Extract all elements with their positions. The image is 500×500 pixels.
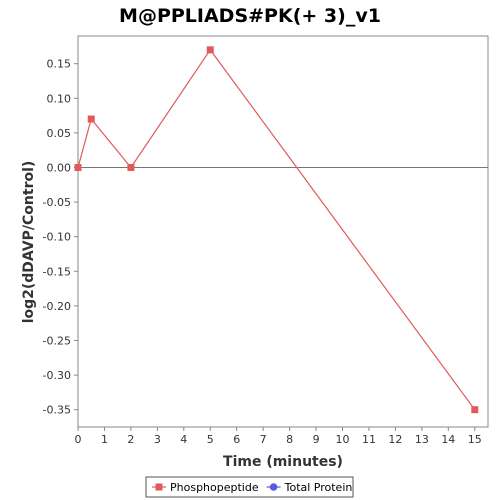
y-tick-label: 0.15: [47, 58, 72, 71]
data-point: [206, 46, 214, 54]
plot-area: [77, 35, 489, 428]
x-tick-label: 7: [260, 433, 267, 446]
y-tick-label: -0.25: [43, 334, 71, 347]
x-tick-label: 2: [127, 433, 134, 446]
y-tick-label: 0.10: [47, 92, 72, 105]
legend-swatch-circle: [269, 483, 278, 491]
x-tick-label: 9: [313, 433, 320, 446]
x-tick-label: 13: [415, 433, 429, 446]
y-tick-label: -0.10: [43, 231, 71, 244]
legend: Phosphopeptide Total Protein: [145, 476, 354, 498]
x-tick-label: 14: [441, 433, 455, 446]
chart-title: M@PPLIADS#PK(+ 3)_v1: [119, 5, 381, 27]
x-tick-label: 6: [233, 433, 240, 446]
x-tick-label: 4: [180, 433, 187, 446]
y-tick-label: 0.00: [47, 161, 72, 174]
y-axis-label: log2(dDAVP/Control): [21, 161, 37, 324]
x-tick-label: 8: [286, 433, 293, 446]
x-tick-label: 0: [75, 433, 82, 446]
data-point: [74, 163, 82, 171]
legend-box: [145, 476, 354, 498]
y-tick-label: 0.05: [47, 127, 72, 140]
x-tick-label: 15: [468, 433, 482, 446]
x-tick-label: 11: [362, 433, 376, 446]
x-tick-label: 3: [154, 433, 161, 446]
data-point: [127, 163, 135, 171]
x-tick-label: 10: [336, 433, 350, 446]
x-tick-label: 12: [388, 433, 402, 446]
y-tick-label: -0.20: [43, 300, 71, 313]
legend-label: Phosphopeptide: [170, 481, 259, 494]
y-tick-label: -0.30: [43, 369, 71, 382]
x-tick-label: 5: [207, 433, 214, 446]
x-tick-label: 1: [101, 433, 108, 446]
x-axis-label: Time (minutes): [223, 454, 343, 470]
y-tick-label: -0.05: [43, 196, 71, 209]
data-point: [471, 406, 479, 414]
legend-label: Total Protein: [284, 481, 353, 494]
data-point: [87, 115, 95, 123]
legend-swatch-square: [155, 483, 163, 491]
y-tick-label: -0.35: [43, 404, 71, 417]
y-tick-label: -0.15: [43, 265, 71, 278]
